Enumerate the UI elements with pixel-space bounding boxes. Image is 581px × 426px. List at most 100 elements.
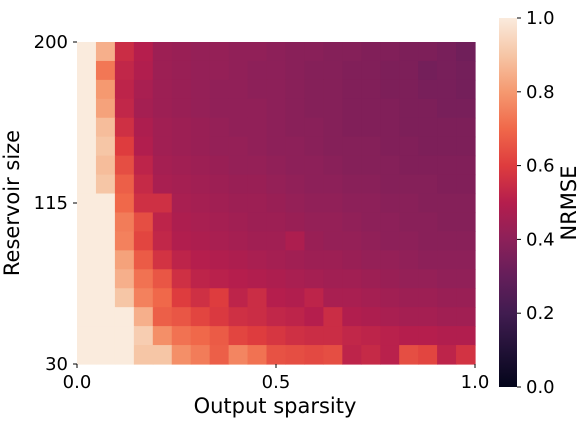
heatmap-cell [114, 193, 135, 214]
heatmap-cell [247, 193, 268, 214]
heatmap-cell [228, 212, 249, 233]
heatmap-cell [152, 136, 173, 157]
heatmap-cell [437, 98, 457, 119]
heatmap-cell [247, 60, 268, 81]
heatmap-cell [95, 307, 116, 327]
heatmap-cell [304, 345, 324, 365]
heatmap-cell [133, 42, 154, 62]
heatmap-cell [399, 326, 419, 346]
heatmap-cell [114, 136, 135, 157]
heatmap-cell [77, 326, 97, 346]
heatmap-cell [380, 231, 400, 251]
heatmap-cell [152, 174, 173, 195]
heatmap-cell [342, 155, 362, 176]
heatmap-cell [247, 307, 268, 327]
heatmap-cell [114, 250, 135, 270]
heatmap-cell [171, 98, 192, 119]
heatmap-cell [152, 60, 173, 81]
heatmap-cell [133, 98, 154, 119]
heatmap-cell [228, 345, 249, 365]
heatmap-cell [228, 117, 249, 138]
heatmap-cell [285, 212, 306, 233]
heatmap-cell [399, 269, 419, 289]
heatmap-cell [190, 307, 211, 327]
heatmap-cell [323, 155, 343, 176]
heatmap-cell [361, 155, 381, 176]
heatmap-cell [342, 288, 362, 308]
heatmap-cell [266, 42, 287, 62]
heatmap-cell [209, 98, 230, 119]
heatmap-cell [77, 174, 97, 195]
heatmap-cell [323, 174, 343, 195]
heatmap-cell [114, 212, 135, 233]
heatmap-cell [399, 288, 419, 308]
heatmap-cell [342, 98, 362, 119]
heatmap-cell [399, 307, 419, 327]
heatmap-cell [228, 98, 249, 119]
heatmap-cell [95, 212, 116, 233]
heatmap-cell [266, 79, 287, 100]
heatmap-cell [209, 155, 230, 176]
heatmap-cell [304, 231, 324, 251]
heatmap-cell [437, 79, 457, 100]
heatmap-cell [304, 174, 324, 195]
heatmap-cell [247, 117, 268, 138]
heatmap-cell [437, 117, 457, 138]
heatmap-cell [171, 307, 192, 327]
heatmap-cell [437, 345, 457, 365]
heatmap-cell [285, 79, 306, 100]
heatmap-cell [152, 193, 173, 214]
heatmap-cell [133, 231, 154, 251]
heatmap-cell [95, 79, 116, 100]
heatmap-cell [266, 326, 287, 346]
heatmap-cell [418, 193, 438, 214]
heatmap-cell [209, 42, 230, 62]
heatmap-cell [342, 345, 362, 365]
heatmap-cell [323, 326, 343, 346]
heatmap-cell [152, 79, 173, 100]
heatmap-cell [437, 60, 457, 81]
heatmap-cell [323, 307, 343, 327]
x-tick-label: 1.0 [461, 372, 490, 393]
heatmap-cell [209, 307, 230, 327]
heatmap-cell [323, 79, 343, 100]
heatmap-cell [228, 79, 249, 100]
heatmap-cell [77, 231, 97, 251]
heatmap-cell [342, 136, 362, 157]
heatmap-cell [114, 98, 135, 119]
heatmap-cell [418, 307, 438, 327]
heatmap-cell [304, 60, 324, 81]
heatmap-cell [399, 136, 419, 157]
heatmap-cell [304, 155, 324, 176]
heatmap-cell [361, 193, 381, 214]
heatmap-cell [152, 326, 173, 346]
x-tick-label: 0.0 [63, 372, 92, 393]
heatmap-cell [361, 42, 381, 62]
heatmap-cell [152, 98, 173, 119]
heatmap-cell [323, 288, 343, 308]
heatmap-cell [133, 288, 154, 308]
heatmap-cell [95, 250, 116, 270]
heatmap-cell [190, 117, 211, 138]
heatmap-cell [190, 193, 211, 214]
heatmap-cell [418, 98, 438, 119]
heatmap-cell [95, 98, 116, 119]
heatmap-cell [95, 136, 116, 157]
heatmap-cell [228, 288, 249, 308]
heatmap-cell [437, 193, 457, 214]
colorbar-tick-label: 0.4 [526, 229, 555, 250]
heatmap-cell [171, 212, 192, 233]
heatmap-cell [399, 117, 419, 138]
heatmap-cell [95, 345, 116, 365]
heatmap-cell [342, 250, 362, 270]
heatmap-cell [323, 269, 343, 289]
heatmap-cell [114, 269, 135, 289]
heatmap-cell [342, 193, 362, 214]
heatmap-cell [133, 136, 154, 157]
heatmap-cell [114, 288, 135, 308]
heatmap-cell [266, 345, 287, 365]
heatmap-cell [342, 174, 362, 195]
heatmap-cell [456, 136, 476, 157]
heatmap-cell [114, 174, 135, 195]
